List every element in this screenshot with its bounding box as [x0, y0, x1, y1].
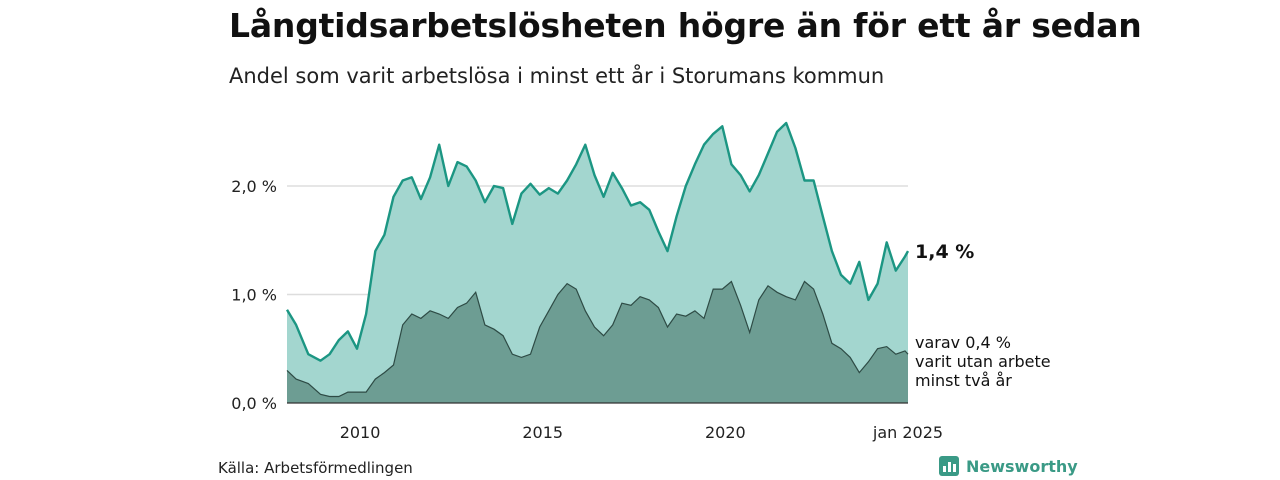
x-tick-label: 2010 — [340, 423, 381, 442]
y-tick-label: 2,0 % — [231, 177, 277, 196]
lower-series-area — [287, 281, 908, 403]
source-note: Källa: Arbetsförmedlingen — [218, 459, 413, 477]
x-axis-ticks: 2010 2015 2020 jan 2025 — [340, 423, 943, 442]
chart-subtitle: Andel som varit arbetslösa i minst ett å… — [229, 64, 885, 88]
newsworthy-icon — [939, 456, 959, 476]
brand-name: Newsworthy — [966, 456, 1078, 476]
x-tick-label: 2020 — [705, 423, 746, 442]
upper-series-end-label: 1,4 % — [915, 241, 974, 263]
y-tick-label: 1,0 % — [231, 285, 277, 304]
end-label-line: varav 0,4 % — [915, 333, 1011, 352]
x-tick-label: jan 2025 — [872, 423, 943, 442]
lower-series-end-label: varav 0,4 % varit utan arbete minst två år — [915, 333, 1051, 390]
chart-title: Långtidsarbetslösheten högre än för ett … — [229, 6, 1142, 45]
upper-series-line — [285, 121, 910, 362]
y-axis-ticks: 0,0 % 1,0 % 2,0 % — [231, 177, 277, 413]
lower-series-line — [286, 280, 909, 398]
end-label-line: varit utan arbete — [915, 352, 1051, 371]
x-tick-label: 2015 — [522, 423, 563, 442]
brand-logo: Newsworthy — [939, 456, 1078, 476]
y-tick-label: 0,0 % — [231, 394, 277, 413]
end-label-line: minst två år — [915, 371, 1012, 390]
